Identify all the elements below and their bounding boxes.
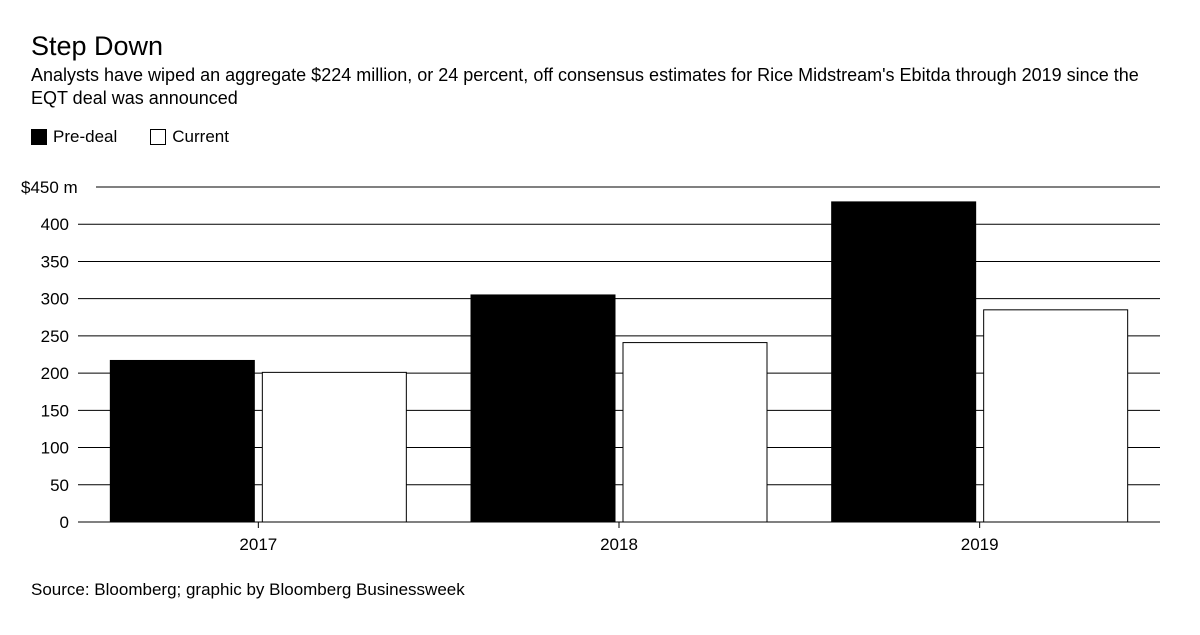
y-tick-label-100: 100: [41, 439, 69, 458]
y-tick-label-50: 50: [50, 476, 69, 495]
y-tick-label-150: 150: [41, 401, 69, 420]
bar-current-2017: [261, 371, 407, 523]
bar-pre-deal-2019: [831, 201, 977, 523]
y-tick-label-200: 200: [41, 364, 69, 383]
y-tick-label-250: 250: [41, 327, 69, 346]
source-note: Source: Bloomberg; graphic by Bloomberg …: [31, 580, 465, 599]
legend-label-current: Current: [172, 127, 229, 146]
y-tick-label-400: 400: [41, 215, 69, 234]
legend-swatch-pre-deal: [31, 129, 47, 145]
legend-swatch-current: [150, 129, 167, 145]
y-tick-label-0: 0: [60, 513, 69, 532]
legend-item-pre-deal: Pre-deal: [31, 127, 117, 147]
x-tick-label-2018: 2018: [600, 535, 638, 554]
y-tick-label-450: $450 m: [21, 178, 78, 197]
chart-subtitle: Analysts have wiped an aggregate $224 mi…: [31, 65, 1139, 108]
bar-pre-deal-2017: [109, 359, 255, 523]
bar-current-2018: [622, 342, 768, 523]
x-tick-label-2019: 2019: [961, 535, 999, 554]
bar-pre-deal-2018: [470, 294, 616, 523]
legend-label-pre-deal: Pre-deal: [53, 127, 118, 146]
y-tick-label-300: 300: [41, 290, 69, 309]
chart-title: Step Down: [31, 31, 164, 61]
legend-item-current: Current: [150, 127, 229, 147]
y-tick-label-350: 350: [41, 252, 69, 271]
legend: Pre-deal Current: [31, 127, 262, 147]
bar-current-2019: [983, 309, 1129, 523]
x-tick-label-2017: 2017: [239, 535, 277, 554]
